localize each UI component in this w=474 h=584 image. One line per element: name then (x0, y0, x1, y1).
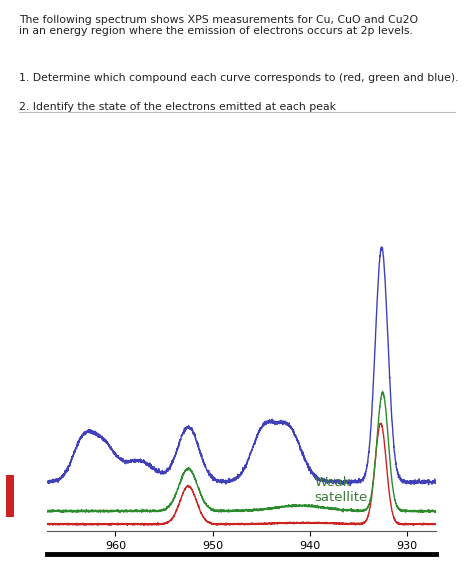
Text: The following spectrum shows XPS measurements for Cu, CuO and Cu2O
in an energy : The following spectrum shows XPS measure… (19, 15, 418, 36)
Text: 1. Determine which compound each curve corresponds to (red, green and blue).: 1. Determine which compound each curve c… (19, 73, 458, 83)
Text: 2. Identify the state of the electrons emitted at each peak: 2. Identify the state of the electrons e… (19, 102, 336, 112)
Text: Weak
satellite: Weak satellite (315, 476, 368, 503)
